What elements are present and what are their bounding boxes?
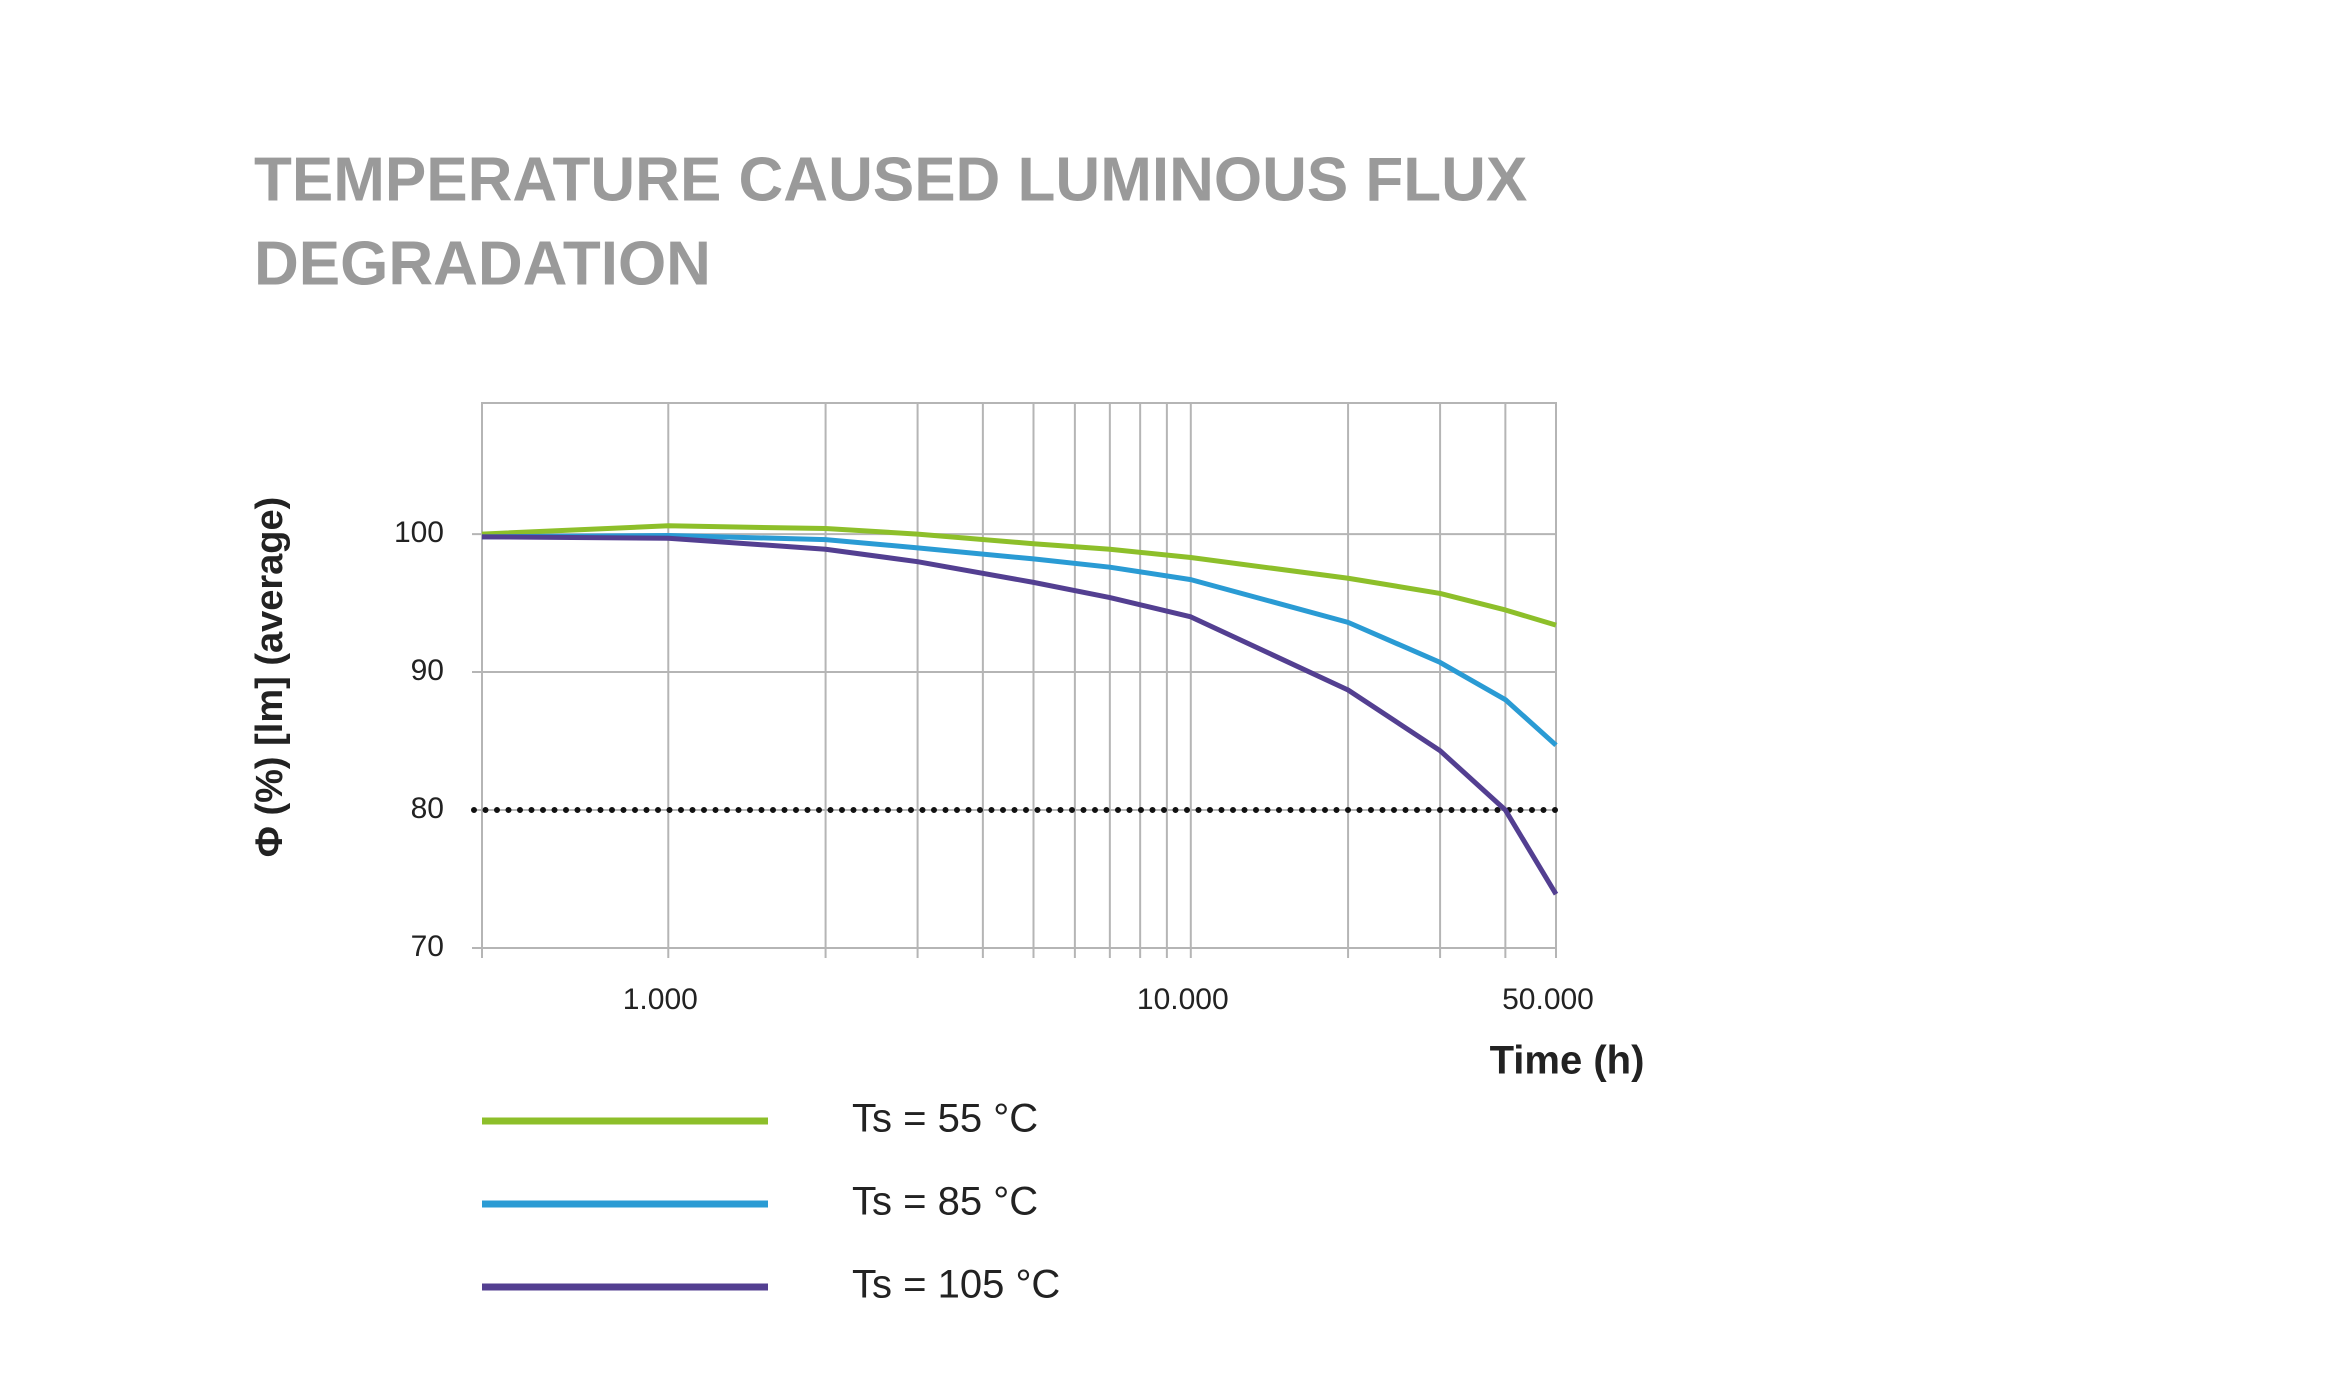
y-axis-label: Φ (%) [lm] (average) [249,497,291,858]
series-line [481,523,1557,628]
x-tick-label: 10.000 [1137,983,1229,1016]
legend-label: Ts = 85 °C [852,1180,1038,1224]
y-tick-label: 100 [394,516,444,549]
y-tick-label: 70 [411,930,444,963]
plot-frame [481,402,1557,949]
legend-label: Ts = 105 °C [852,1263,1060,1307]
y-tick-label: 80 [411,792,444,825]
series-line [481,534,1559,896]
chart-subtitle: DEGRADATION [254,229,711,298]
x-tick-label: 50.000 [1502,983,1594,1016]
x-tick-label: 1.000 [623,983,698,1016]
chart-title: TEMPERATURE CAUSED LUMINOUS FLUX [254,145,1527,214]
y-tick-label: 90 [411,654,444,687]
legend-label: Ts = 55 °C [852,1097,1038,1141]
series-line [481,532,1558,748]
x-axis-label: Time (h) [1490,1039,1645,1083]
